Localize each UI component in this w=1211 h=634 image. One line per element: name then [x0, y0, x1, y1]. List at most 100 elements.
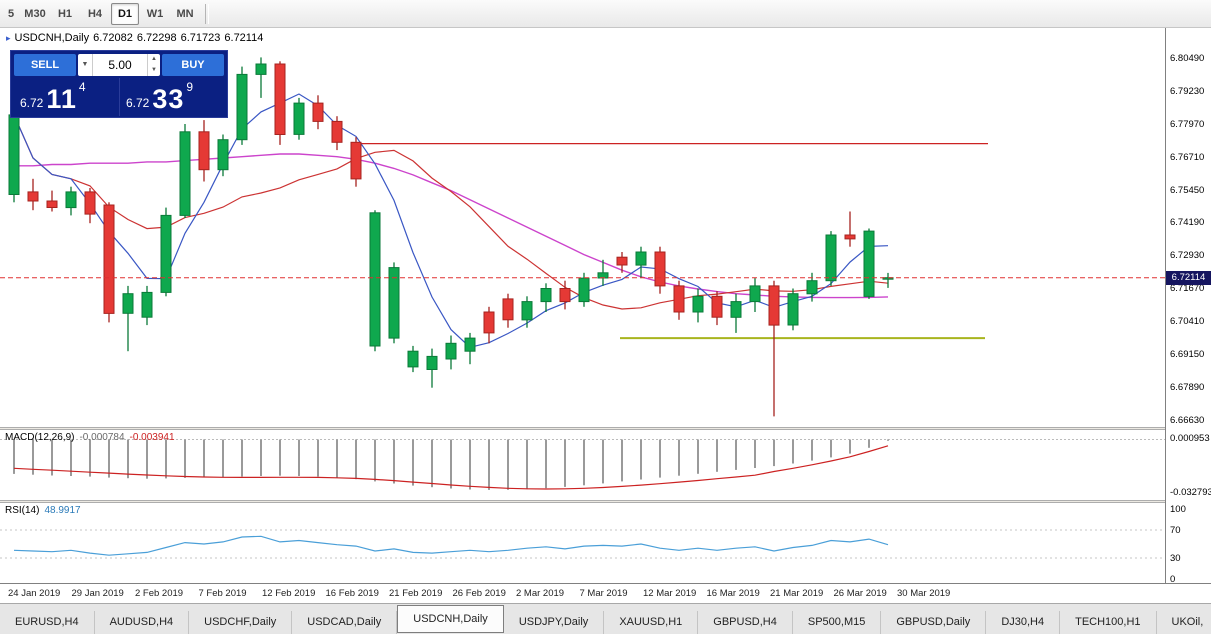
price-axis-label: 6.80490	[1170, 53, 1205, 64]
timeframe-button-D1[interactable]: D1	[111, 2, 139, 25]
macd-main-value: -0.000784	[79, 432, 125, 443]
price-axis-label: 6.69150	[1170, 349, 1205, 361]
chart-area: ▸ USDCNH,Daily 6.72082 6.72298 6.71723 6.7211…	[0, 28, 1211, 585]
rsi-scale-label: 100	[1170, 504, 1186, 515]
sell-price-point: 4	[78, 80, 86, 94]
price-axis-label: 6.79230	[1170, 85, 1205, 97]
macd-axis-top: 0.000953	[1170, 433, 1210, 444]
ohlc-low: 6.71723	[180, 32, 221, 44]
macd-name: MACD(12,26,9)	[5, 432, 75, 443]
chart-tab[interactable]: USDCHF,Daily	[189, 611, 293, 634]
sell-price-display[interactable]: 6.72 11 4	[14, 78, 119, 116]
price-axis-label: 6.67890	[1170, 381, 1205, 393]
date-label: 12 Mar 2019	[643, 588, 697, 599]
volume-up-icon[interactable]: ▲	[151, 56, 157, 62]
timeframe-button-M30[interactable]: M30	[24, 7, 46, 20]
ohlc-close: 6.72114	[224, 32, 264, 44]
chart-symbol: USDCNH,Daily	[14, 32, 90, 44]
price-axis-label: 6.71670	[1170, 283, 1205, 295]
macd-pane[interactable]: MACD(12,26,9) -0.000784 -0.003941	[0, 430, 1165, 500]
chart-tab[interactable]: TECH100,H1	[1060, 611, 1157, 634]
timeframe-button-W1[interactable]: W1	[146, 7, 164, 20]
date-label: 24 Jan 2019	[8, 588, 61, 599]
sell-button[interactable]: SELL	[14, 54, 76, 76]
chart-tabbar: EURUSD,H4 AUDUSD,H4 USDCHF,Daily USDCAD,Dai…	[0, 603, 1211, 634]
date-label: 7 Mar 2019	[579, 588, 628, 599]
buy-price-point: 9	[186, 80, 194, 94]
date-label: 7 Feb 2019	[198, 588, 247, 599]
rsi-scale-label: 0	[1170, 574, 1176, 585]
timeframe-toolbar: 5 M30 H1 H4 D1 W1 MN	[0, 0, 1211, 28]
chart-tab[interactable]: XAUUSD,H1	[604, 611, 699, 634]
date-label: 16 Feb 2019	[325, 588, 379, 599]
chart-tab[interactable]: GBPUSD,H4	[698, 611, 793, 634]
buy-price-display[interactable]: 6.72 33 9	[119, 78, 224, 116]
date-label: 2 Mar 2019	[516, 588, 565, 599]
chart-tab[interactable]: USDCNH,Daily	[397, 605, 504, 633]
ohlc-open: 6.72082	[93, 32, 133, 44]
date-axis[interactable]: 24 Jan 2019 29 Jan 2019 2 Feb 2019 7 Feb 20…	[0, 583, 1211, 603]
macd-signal-value: -0.003941	[129, 432, 175, 443]
buy-button[interactable]: BUY	[162, 54, 224, 76]
macd-label: MACD(12,26,9) -0.000784 -0.003941	[5, 432, 180, 443]
buy-price-pips: 33	[152, 84, 185, 114]
rsi-pane[interactable]: RSI(14) 48.9917	[0, 503, 1165, 583]
rsi-value: 48.9917	[44, 505, 81, 516]
price-axis-label: 6.66630	[1170, 414, 1205, 426]
date-label: 26 Mar 2019	[833, 588, 887, 599]
volume-spinner[interactable]: ▲ ▼	[147, 54, 160, 76]
price-axis-label: 6.75450	[1170, 184, 1205, 196]
rsi-scale-label: 70	[1170, 525, 1181, 536]
volume-input[interactable]: 5.00	[108, 58, 132, 72]
chart-tab[interactable]: SP500,M15	[793, 611, 882, 634]
chart-tab[interactable]: AUDUSD,H4	[95, 611, 190, 634]
price-axis-label: 6.76710	[1170, 151, 1205, 163]
chart-tab[interactable]: EURUSD,H4	[0, 611, 95, 634]
timeframe-button-5[interactable]: 5	[7, 7, 15, 20]
timeframe-button-MN[interactable]: MN	[176, 7, 194, 20]
current-price-badge: 6.72114	[1166, 270, 1211, 285]
price-axis-label: 6.70410	[1170, 316, 1205, 328]
volume-control: ▼ 5.00 ▲ ▼	[78, 54, 160, 76]
macd-canvas	[0, 439, 1165, 490]
chart-title: ▸ USDCNH,Daily 6.72082 6.72298 6.71723 6.7211…	[6, 32, 267, 44]
price-axis-label: 6.72930	[1170, 250, 1205, 262]
toolbar-separator	[205, 3, 209, 24]
chart-tab[interactable]: DJ30,H4	[986, 611, 1061, 634]
macd-axis-bottom: -0.032793	[1170, 487, 1211, 498]
price-axis[interactable]: 6.72114 6.80490 6.79230 6.77970 6.76710 6.75…	[1165, 28, 1211, 585]
chart-tab[interactable]: GBPUSD,Daily	[881, 611, 987, 634]
chart-tab[interactable]: UKOil,	[1157, 611, 1211, 634]
date-label: 29 Jan 2019	[71, 588, 124, 599]
date-label: 26 Feb 2019	[452, 588, 506, 599]
rsi-scale-label: 30	[1170, 553, 1181, 564]
chart-expand-icon[interactable]: ▸	[6, 33, 11, 43]
date-label: 30 Mar 2019	[897, 588, 951, 599]
sell-price-pips: 11	[46, 84, 77, 114]
chart-tab[interactable]: USDCAD,Daily	[292, 611, 398, 634]
timeframe-button-H1[interactable]: H1	[57, 7, 73, 20]
ohlc-high: 6.72298	[136, 32, 177, 44]
panel-resize-handle[interactable]	[0, 427, 1211, 430]
price-axis-label: 6.77970	[1170, 118, 1205, 130]
main-chart-pane[interactable]: ▸ USDCNH,Daily 6.72082 6.72298 6.71723 6.7211…	[0, 28, 1165, 427]
rsi-canvas	[0, 529, 1165, 559]
date-label: 16 Mar 2019	[706, 588, 760, 599]
rsi-label: RSI(14) 48.9917	[5, 505, 86, 516]
volume-dropdown-icon[interactable]: ▼	[78, 54, 93, 76]
date-label: 21 Mar 2019	[770, 588, 824, 599]
chart-tab[interactable]: USDJPY,Daily	[504, 611, 605, 634]
buy-price-big-figure: 6.72	[126, 96, 150, 110]
date-label: 12 Feb 2019	[262, 588, 316, 599]
price-axis-label: 6.74190	[1170, 217, 1205, 229]
one-click-trade-panel: SELL ▼ 5.00 ▲ ▼ BUY 6.72 11	[10, 50, 228, 118]
candlestick-canvas[interactable]	[0, 28, 1165, 427]
volume-down-icon[interactable]: ▼	[151, 67, 157, 73]
date-label: 21 Feb 2019	[389, 588, 443, 599]
rsi-name: RSI(14)	[5, 505, 40, 516]
timeframe-button-H4[interactable]: H4	[87, 7, 103, 20]
panel-resize-handle[interactable]	[0, 500, 1211, 503]
sell-price-big-figure: 6.72	[20, 96, 44, 110]
date-label: 2 Feb 2019	[135, 588, 184, 599]
